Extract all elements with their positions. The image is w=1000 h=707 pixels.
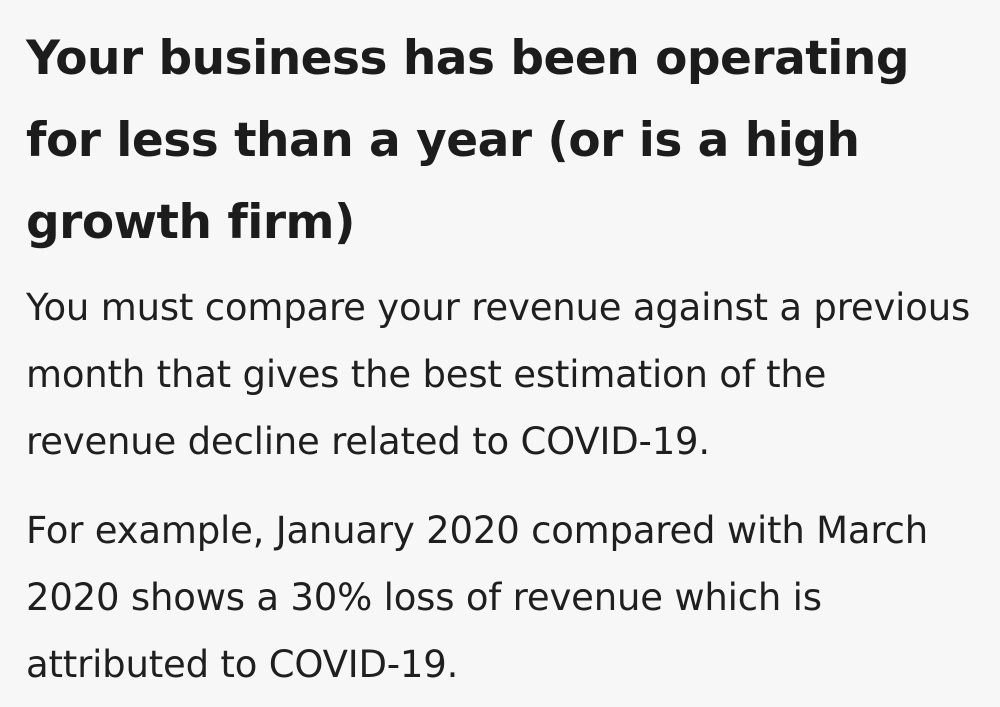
instruction-paragraph: You must compare your revenue against a … — [26, 286, 971, 463]
document-body: Your business has been operating for les… — [26, 18, 986, 698]
example-paragraph: For example, January 2020 compared with … — [26, 509, 928, 686]
section-heading: Your business has been operating for les… — [26, 31, 909, 250]
